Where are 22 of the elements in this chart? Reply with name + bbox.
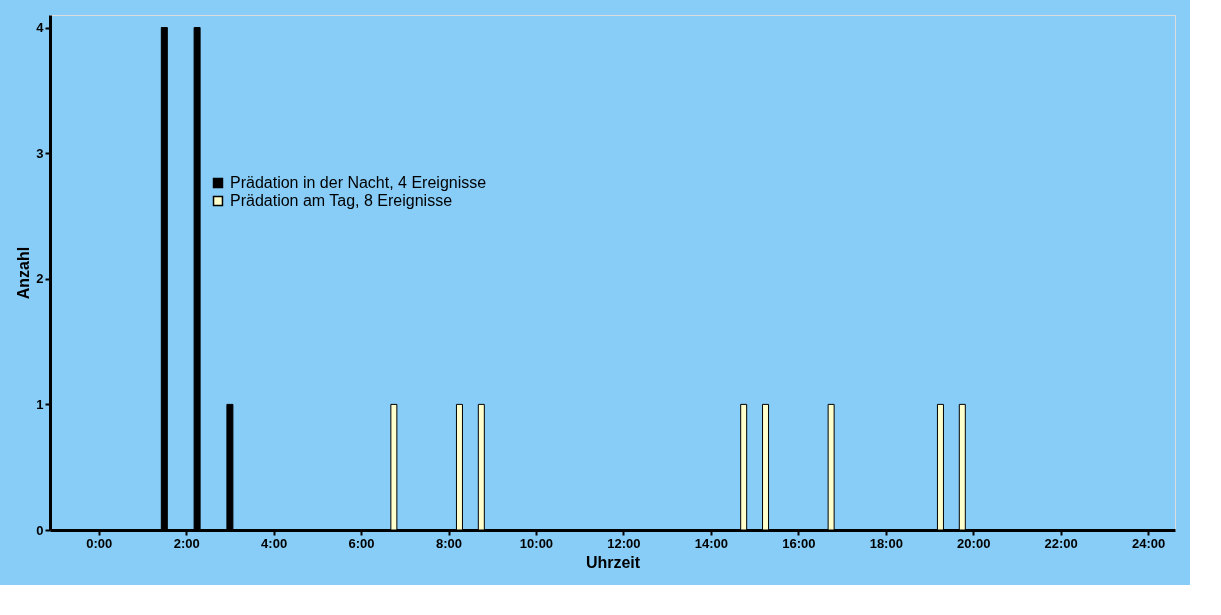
x-tick-label: 20:00: [957, 535, 991, 551]
legend-label: Prädation am Tag, 8 Ereignisse: [230, 192, 453, 209]
x-tick-label: 24:00: [1132, 535, 1166, 551]
y-tick-label: 0: [36, 522, 44, 538]
x-tick-label: 22:00: [1044, 535, 1078, 551]
x-tick-label: 18:00: [869, 535, 903, 551]
y-tick-label: 4: [36, 20, 45, 36]
x-tick-label: 12:00: [607, 535, 641, 551]
y-tick-label: 2: [36, 271, 44, 287]
x-tick-label: 16:00: [782, 535, 816, 551]
x-tick-label: 0:00: [86, 535, 113, 551]
x-tick-label: 4:00: [261, 535, 288, 551]
x-tick-label: 10:00: [519, 535, 554, 551]
x-tick-label: 8:00: [436, 535, 463, 551]
y-tick-label: 1: [36, 396, 44, 412]
x-tick-label: 2:00: [173, 535, 200, 551]
legend-label: Prädation in der Nacht, 4 Ereignisse: [230, 174, 487, 191]
y-axis-title: Anzahl: [15, 246, 33, 300]
x-axis-title: Uhrzeit: [585, 553, 641, 571]
y-tick-label: 3: [36, 145, 44, 161]
x-tick-label: 6:00: [348, 535, 375, 551]
x-tick-label: 14:00: [694, 535, 729, 551]
